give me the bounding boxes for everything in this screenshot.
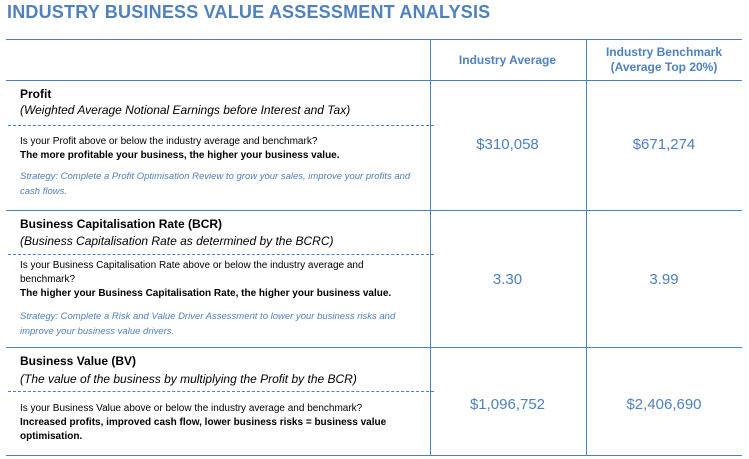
header-industry-average: Industry Average <box>430 40 585 80</box>
industry-benchmark-value: $671,274 <box>632 136 696 153</box>
header-industry-average-label: Industry Average <box>458 52 557 67</box>
row-emphasis: The more profitable your business, the h… <box>20 150 340 161</box>
header-benchmark-line1: Industry Benchmark <box>605 45 723 59</box>
industry-average-value: 3.30 <box>492 271 523 288</box>
row-title: Business Value (BV) <box>20 354 137 368</box>
row-question-block: Is your Business Value above or below th… <box>20 402 420 444</box>
column-divider <box>430 40 431 455</box>
dashed-divider <box>8 125 434 126</box>
industry-average-value: $1,096,752 <box>469 396 546 413</box>
page-title: INDUSTRY BUSINESS VALUE ASSESSMENT ANALY… <box>7 2 491 22</box>
row-question: Is your Business Value above or below th… <box>20 403 363 414</box>
row-divider <box>6 347 742 348</box>
row-strategy: Strategy: Complete a Risk and Value Driv… <box>20 311 396 337</box>
row-emphasis: The higher your Business Capitalisation … <box>20 288 392 299</box>
row-divider <box>6 80 742 81</box>
row-question: Is your Profit above or below the indust… <box>20 136 318 147</box>
dashed-divider <box>8 254 434 255</box>
row-title: Business Capitalisation Rate (BCR) <box>20 217 223 231</box>
industry-average-value: $310,058 <box>476 136 539 153</box>
industry-benchmark-value: 3.99 <box>649 271 679 288</box>
row-emphasis: Increased profits, improved cash flow, l… <box>20 417 387 442</box>
row-strategy: Strategy: Complete a Profit Optimisation… <box>20 171 411 197</box>
row-question: Is your Business Capitalisation Rate abo… <box>20 260 364 285</box>
row-question-block: Is your Profit above or below the indust… <box>20 135 432 163</box>
row-question-block: Is your Business Capitalisation Rate abo… <box>20 259 420 301</box>
row-divider <box>6 210 742 211</box>
row-subtitle: (The value of the business by multiplyin… <box>20 372 357 386</box>
industry-benchmark-value: $2,406,690 <box>626 396 702 413</box>
row-subtitle: (Business Capitalisation Rate as determi… <box>20 234 334 248</box>
row-subtitle: (Weighted Average Notional Earnings befo… <box>20 103 351 117</box>
row-title: Profit <box>20 87 52 101</box>
header-benchmark-line2: (Average Top 20%) <box>610 60 718 74</box>
column-divider <box>586 40 587 455</box>
assessment-table: Industry Average Industry Benchmark (Ave… <box>6 39 742 456</box>
header-industry-benchmark: Industry Benchmark (Average Top 20%) <box>586 40 742 80</box>
dashed-divider <box>8 391 434 392</box>
